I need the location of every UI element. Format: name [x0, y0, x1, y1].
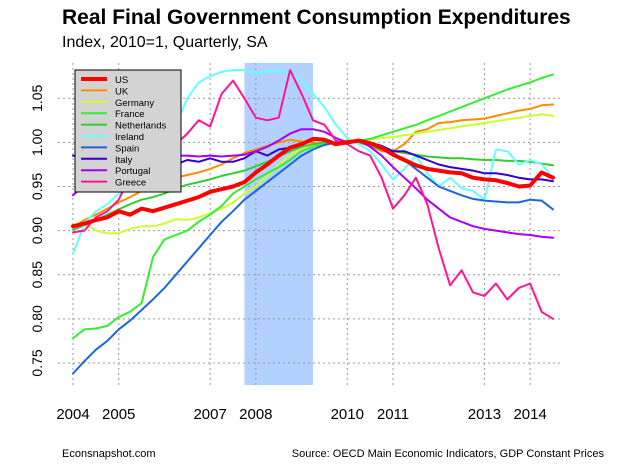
y-tick-label: 1.05 — [29, 84, 45, 111]
series-line-netherlands — [72, 140, 554, 231]
y-tick-label: 0.95 — [29, 173, 45, 200]
x-tick-label: 2004 — [56, 406, 89, 423]
chart-subtitle: Index, 2010=1, Quarterly, SA — [62, 34, 268, 51]
legend-label-netherlands: Netherlands — [115, 121, 166, 132]
series-line-france — [72, 73, 554, 340]
legend-label-italy: Italy — [115, 155, 133, 166]
series-line-us — [71, 136, 555, 229]
x-tick-label: 2011 — [377, 406, 409, 423]
y-tick-label: 1.00 — [29, 129, 45, 156]
footer-source: Source: OECD Main Economic Indicators, G… — [291, 448, 604, 460]
x-tick-label: 2014 — [513, 406, 546, 423]
footer-credit: Econsnapshot.com — [62, 448, 156, 460]
recession-shading — [244, 63, 313, 385]
y-tick-label: 0.90 — [29, 217, 45, 244]
y-tick-label: 0.80 — [29, 305, 45, 332]
legend-label-france: France — [115, 109, 145, 120]
legend-box — [74, 69, 182, 193]
legend-label-uk: UK — [115, 86, 129, 97]
legend-label-ireland: Ireland — [115, 132, 144, 143]
x-tick-label: 2013 — [468, 406, 501, 423]
x-tick-label: 2008 — [239, 406, 272, 423]
legend-label-spain: Spain — [115, 143, 139, 154]
x-tick-label: 2007 — [193, 406, 226, 423]
legend-label-portugal: Portugal — [115, 166, 150, 177]
y-tick-label: 0.75 — [29, 349, 45, 376]
x-tick-label: 2005 — [102, 406, 135, 423]
x-tick-label: 2010 — [331, 406, 364, 423]
legend-label-us: US — [115, 75, 128, 86]
series-line-spain — [72, 139, 554, 375]
chart-title: Real Final Government Consumption Expend… — [62, 6, 571, 29]
y-tick-label: 0.85 — [29, 261, 45, 288]
legend-label-greece: Greece — [115, 178, 146, 189]
legend-label-germany: Germany — [115, 98, 154, 109]
